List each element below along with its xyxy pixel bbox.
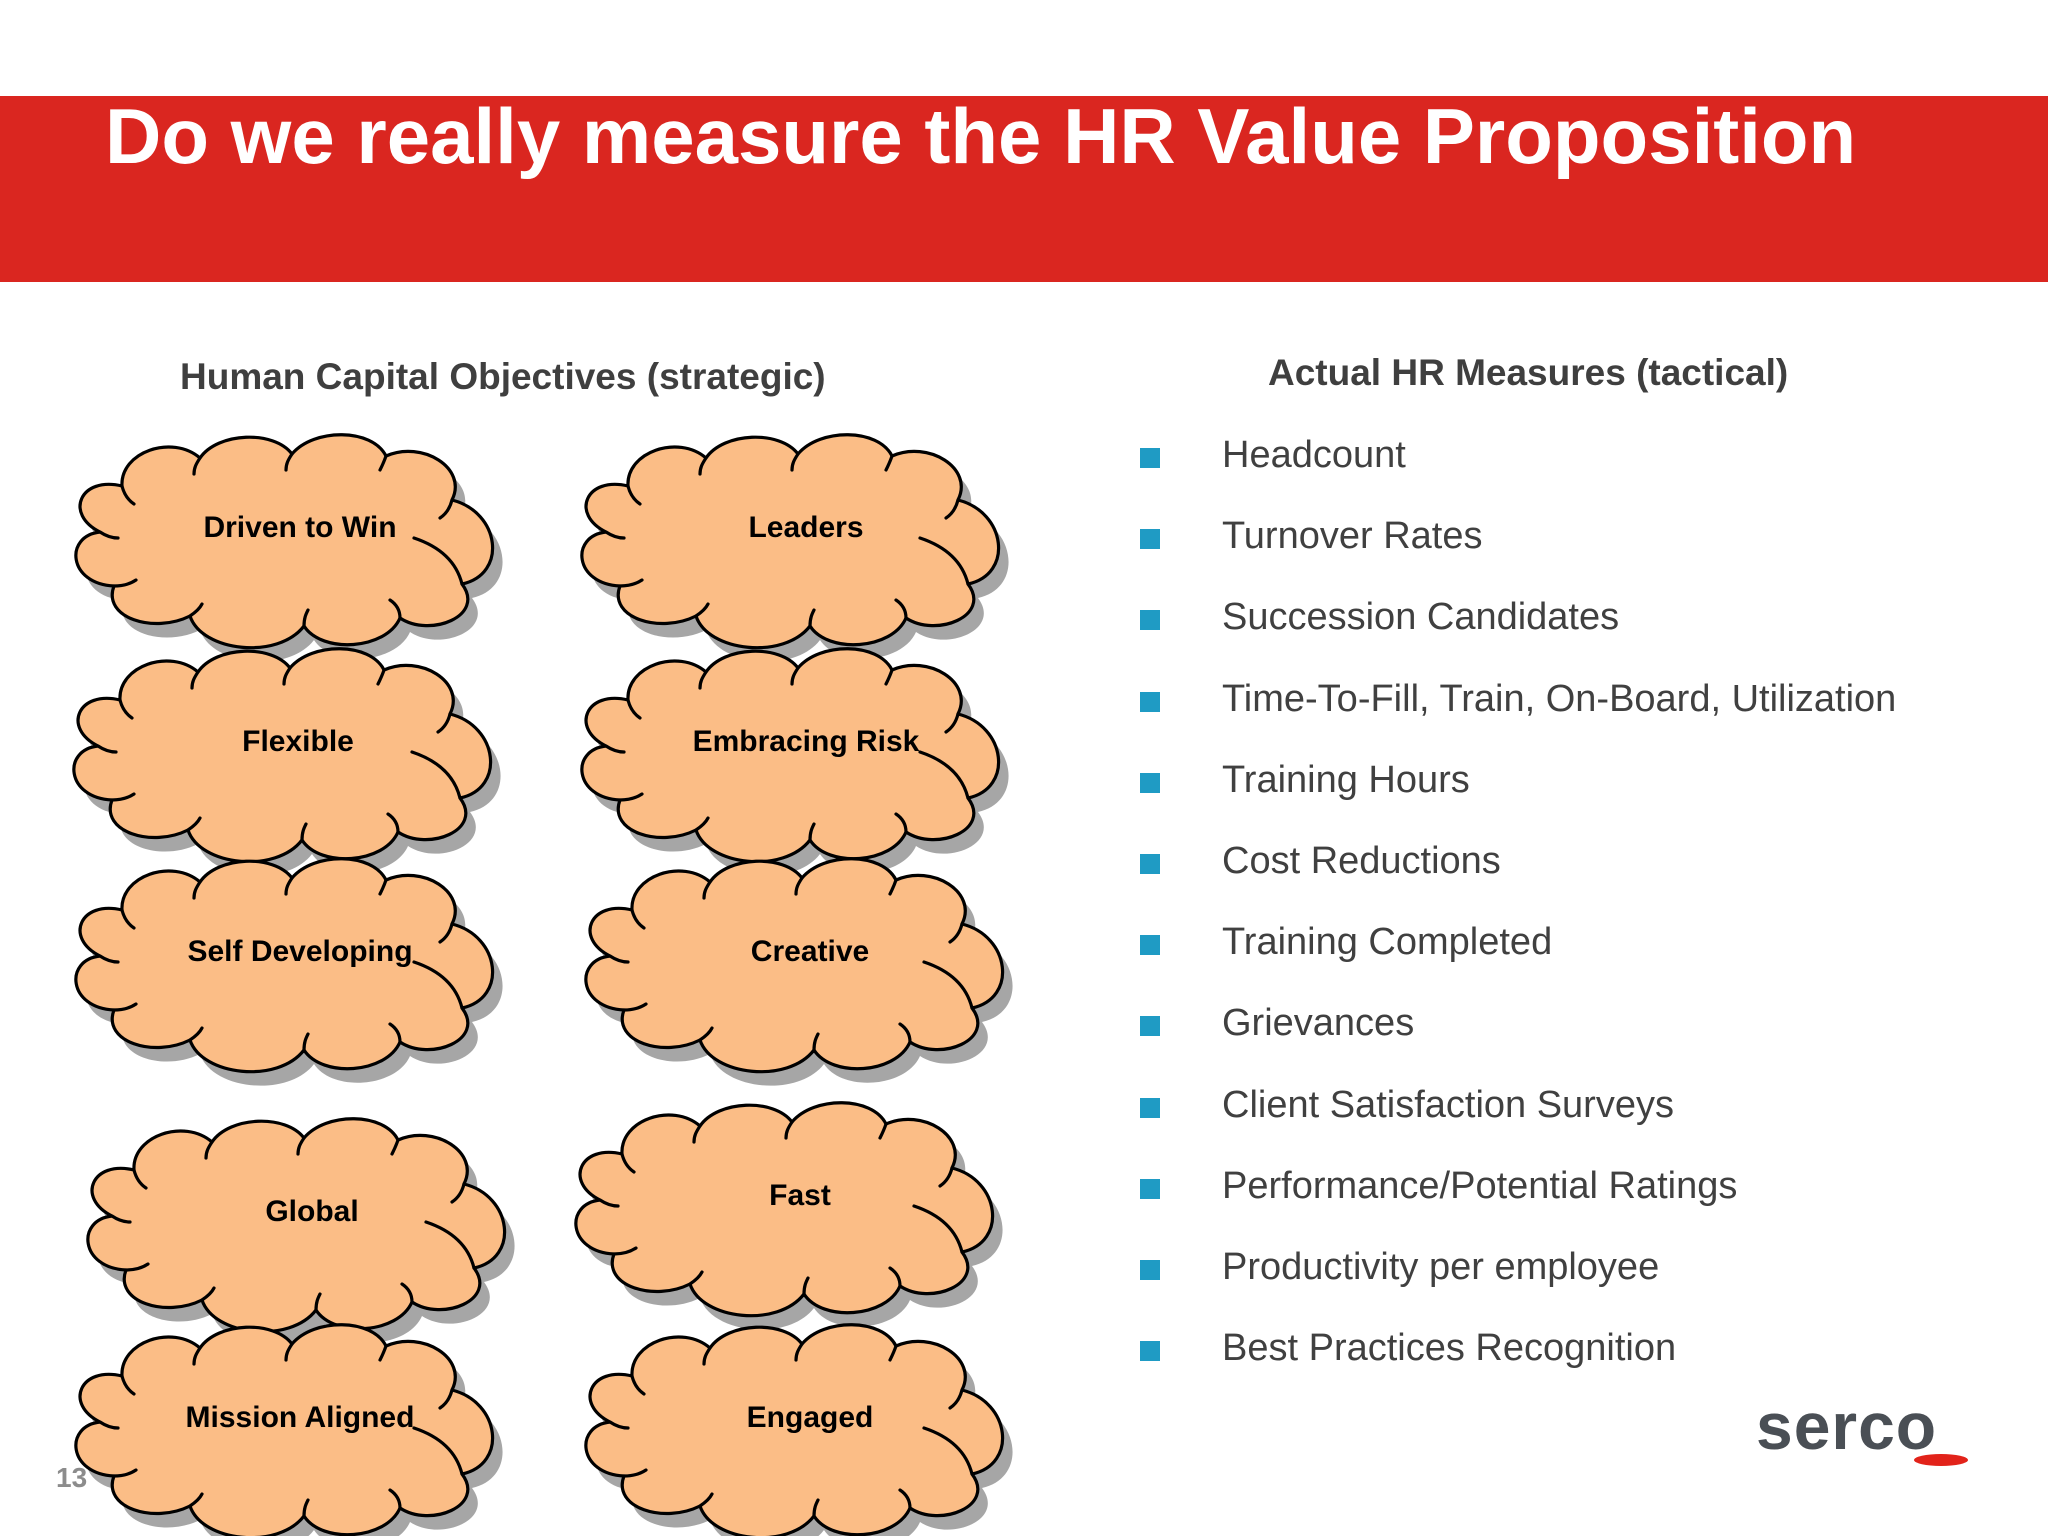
square-bullet-icon bbox=[1140, 1097, 1160, 1118]
cloud-global: Global bbox=[72, 1112, 552, 1348]
square-bullet-icon bbox=[1140, 1016, 1160, 1037]
square-bullet-icon bbox=[1140, 772, 1160, 793]
cloud-mission-aligned: Mission Aligned bbox=[60, 1318, 540, 1536]
hr-measures-list: Headcount Turnover Rates Succession Cand… bbox=[1140, 428, 1896, 1402]
logo-swoosh-icon bbox=[1914, 1454, 1968, 1466]
serco-logo: serco bbox=[1756, 1389, 1968, 1470]
list-item: Training Completed bbox=[1140, 915, 1896, 996]
list-item: Succession Candidates bbox=[1140, 590, 1896, 671]
cloud-label: Self Developing bbox=[187, 935, 413, 968]
cloud-fast: Fast bbox=[560, 1096, 1040, 1332]
left-column-heading: Human Capital Objectives (strategic) bbox=[180, 356, 826, 397]
cloud-label: Driven to Win bbox=[203, 511, 397, 544]
square-bullet-icon bbox=[1140, 691, 1160, 712]
cloud-label: Mission Aligned bbox=[185, 1401, 415, 1434]
list-item: Turnover Rates bbox=[1140, 509, 1896, 590]
list-item: Performance/Potential Ratings bbox=[1140, 1159, 1896, 1240]
cloud-embracing-risk: Embracing Risk bbox=[566, 642, 1046, 878]
list-item: Productivity per employee bbox=[1140, 1240, 1896, 1321]
cloud-driven-to-win: Driven to Win bbox=[60, 428, 540, 664]
list-item: Cost Reductions bbox=[1140, 834, 1896, 915]
cloud-self-developing: Self Developing bbox=[60, 852, 540, 1088]
cloud-label: Embracing Risk bbox=[692, 725, 920, 758]
cloud-label: Fast bbox=[769, 1179, 831, 1212]
list-item: Grievances bbox=[1140, 996, 1896, 1077]
list-item: Headcount bbox=[1140, 428, 1896, 509]
cloud-label: Leaders bbox=[748, 511, 864, 544]
square-bullet-icon bbox=[1140, 529, 1160, 550]
cloud-label: Flexible bbox=[242, 725, 354, 758]
right-column-heading: Actual HR Measures (tactical) bbox=[1268, 352, 1789, 393]
square-bullet-icon bbox=[1140, 448, 1160, 468]
cloud-label: Engaged bbox=[746, 1401, 874, 1434]
list-item: Time-To-Fill, Train, On-Board, Utilizati… bbox=[1140, 672, 1896, 753]
list-item: Best Practices Recognition bbox=[1140, 1321, 1896, 1402]
page-number: 13 bbox=[56, 1462, 88, 1493]
square-bullet-icon bbox=[1140, 1178, 1160, 1199]
cloud-leaders: Leaders bbox=[566, 428, 1046, 664]
logo-text: serco bbox=[1756, 1389, 1938, 1463]
cloud-engaged: Engaged bbox=[570, 1318, 1050, 1536]
square-bullet-icon bbox=[1140, 1259, 1160, 1280]
square-bullet-icon bbox=[1140, 610, 1160, 631]
square-bullet-icon bbox=[1140, 935, 1160, 956]
list-item: Training Hours bbox=[1140, 753, 1896, 834]
list-item: Client Satisfaction Surveys bbox=[1140, 1078, 1896, 1159]
square-bullet-icon bbox=[1140, 1341, 1160, 1362]
cloud-creative: Creative bbox=[570, 852, 1050, 1088]
slide-title: Do we really measure the HR Value Propos… bbox=[105, 92, 1857, 180]
square-bullet-icon bbox=[1140, 853, 1160, 874]
cloud-label: Creative bbox=[750, 935, 870, 968]
cloud-label: Global bbox=[265, 1195, 359, 1228]
cloud-flexible: Flexible bbox=[58, 642, 538, 878]
title-bar bbox=[0, 96, 2048, 282]
